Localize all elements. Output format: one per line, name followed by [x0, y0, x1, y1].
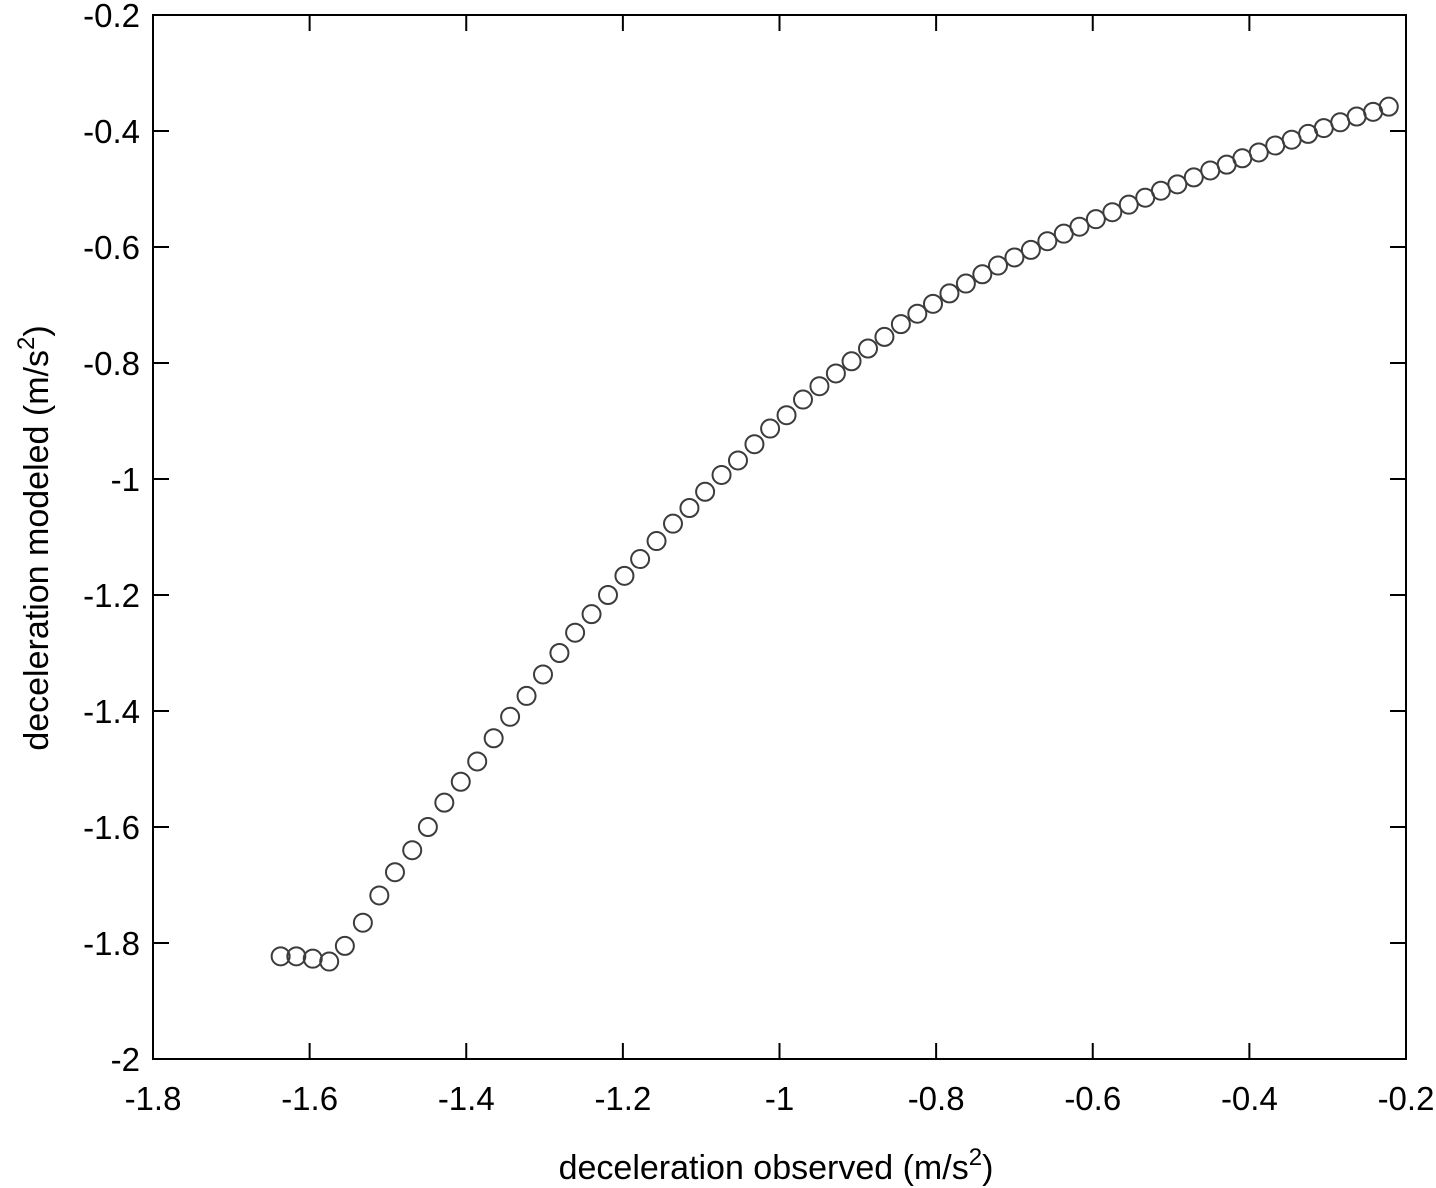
- data-point: [874, 326, 895, 347]
- x-tick-label: -1.4: [438, 1080, 495, 1117]
- data-point: [646, 531, 667, 552]
- axis-ticks: [152, 14, 1407, 1060]
- y-tick-label: -1.6: [83, 809, 140, 846]
- data-point: [679, 498, 700, 518]
- y-tick-label: -1.8: [83, 925, 140, 962]
- data-point: [402, 840, 423, 861]
- data-point: [270, 946, 291, 967]
- data-point: [1346, 106, 1367, 127]
- data-point: [500, 706, 521, 727]
- data-point: [760, 418, 781, 439]
- data-point: [1037, 231, 1058, 252]
- data-point: [857, 338, 878, 359]
- data-point: [1150, 180, 1171, 201]
- data-point: [1330, 112, 1351, 133]
- data-point: [516, 685, 537, 706]
- data-point: [776, 405, 797, 426]
- data-point: [987, 255, 1008, 276]
- x-tick-label: -0.8: [908, 1080, 965, 1117]
- data-point: [955, 273, 976, 294]
- data-point: [744, 434, 765, 455]
- x-tick-label: -0.2: [1378, 1080, 1435, 1117]
- data-point: [727, 450, 748, 471]
- data-point: [1069, 216, 1090, 237]
- data-point: [614, 565, 635, 586]
- data-point: [352, 912, 373, 933]
- data-point: [1378, 96, 1399, 117]
- data-point: [711, 464, 732, 485]
- data-point: [450, 771, 471, 792]
- data-point: [286, 946, 307, 967]
- data-point: [1183, 167, 1204, 188]
- data-point: [792, 389, 813, 410]
- data-point: [1281, 129, 1302, 150]
- data-point: [532, 664, 553, 685]
- y-axis-label: deceleration modeled (m/s2): [13, 325, 56, 750]
- x-tick-label: -1.8: [125, 1080, 182, 1117]
- data-point: [434, 792, 455, 813]
- x-axis-label: deceleration observed (m/s2): [559, 1144, 994, 1187]
- x-tick-label: -0.4: [1221, 1080, 1278, 1117]
- y-tick-label: -1: [111, 461, 140, 498]
- x-tick-label: -1: [765, 1080, 794, 1117]
- data-point: [1085, 209, 1106, 230]
- y-tick-label: -0.6: [83, 229, 140, 266]
- data-point: [630, 549, 651, 570]
- data-point: [565, 622, 586, 643]
- data-point: [1313, 118, 1334, 139]
- data-point: [1118, 194, 1139, 215]
- data-point: [922, 293, 943, 314]
- data-point: [890, 314, 911, 335]
- y-tick-label: -0.2: [83, 0, 140, 34]
- plot-frame: [152, 14, 1407, 1060]
- y-tick-label: -1.4: [83, 693, 140, 730]
- data-point: [549, 643, 570, 663]
- data-point: [972, 264, 993, 285]
- data-point: [662, 513, 683, 534]
- data-point: [467, 751, 488, 772]
- data-point: [1167, 174, 1188, 195]
- data-point: [695, 481, 716, 502]
- data-point: [1004, 247, 1025, 268]
- data-point: [417, 817, 438, 837]
- data-point: [1265, 135, 1286, 156]
- data-point: [841, 351, 862, 372]
- x-tick-label: -1.2: [594, 1080, 651, 1117]
- data-point: [907, 303, 928, 324]
- data-point: [1200, 160, 1221, 181]
- x-tick-label: -1.6: [281, 1080, 338, 1117]
- x-tick-labels: -1.8 -1.6 -1.4 -1.2 -1 -0.8 -0.6 -0.4 -0.2: [125, 1080, 1435, 1117]
- data-point: [809, 376, 830, 397]
- data-point: [1102, 202, 1123, 223]
- y-tick-label: -2: [111, 1041, 140, 1078]
- data-point: [483, 728, 504, 749]
- data-point: [384, 862, 405, 883]
- data-point: [581, 604, 602, 625]
- data-point: [597, 585, 618, 605]
- data-point: [939, 283, 960, 304]
- y-tick-labels: -2 -1.8 -1.6 -1.4 -1.2 -1 -0.8 -0.6 -0.4 -0.2: [83, 0, 140, 1078]
- data-point: [825, 363, 846, 384]
- y-tick-label: -0.4: [83, 113, 140, 150]
- y-tick-label: -1.2: [83, 577, 140, 614]
- data-point: [369, 885, 390, 906]
- y-tick-label: -0.8: [83, 345, 140, 382]
- data-point: [319, 951, 340, 972]
- data-point: [302, 948, 323, 969]
- data-points: [270, 96, 1399, 972]
- data-point: [334, 935, 355, 956]
- x-tick-label: -0.6: [1064, 1080, 1121, 1117]
- data-point: [1248, 142, 1269, 163]
- data-point: [1232, 148, 1253, 169]
- data-point: [1020, 239, 1041, 260]
